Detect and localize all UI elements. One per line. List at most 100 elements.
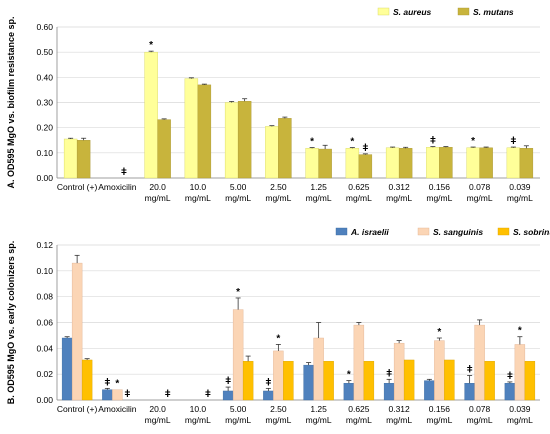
x-tick-label: 10.0 bbox=[190, 182, 207, 192]
y-tick-label: 0.12 bbox=[36, 240, 53, 250]
x-tick-label: Amoxicilin bbox=[98, 404, 137, 414]
x-tick-label: 2.50 bbox=[270, 182, 287, 192]
y-tick-label: 0.06 bbox=[36, 318, 53, 328]
bar bbox=[224, 102, 239, 179]
bar bbox=[514, 344, 526, 401]
significance-marker: * bbox=[471, 136, 475, 147]
bar bbox=[232, 309, 244, 401]
bar bbox=[385, 147, 400, 179]
significance-marker: * bbox=[518, 326, 522, 337]
bar bbox=[484, 361, 495, 401]
bar bbox=[242, 361, 254, 401]
legend-label: S. aureus bbox=[393, 7, 432, 17]
bar bbox=[63, 138, 78, 179]
significance-marker: * bbox=[236, 287, 240, 298]
y-tick-label: 0.10 bbox=[36, 148, 53, 158]
x-tick-label: mg/mL bbox=[185, 193, 211, 203]
bar bbox=[305, 148, 319, 179]
y-tick-label: 0.60 bbox=[36, 22, 53, 32]
bar bbox=[263, 390, 274, 401]
x-tick-label: mg/mL bbox=[145, 415, 171, 425]
legend-label: S. mutans bbox=[473, 7, 514, 17]
bar bbox=[112, 389, 123, 401]
significance-marker: ǂ bbox=[510, 136, 516, 147]
bar bbox=[426, 147, 440, 179]
x-tick-label: 0.156 bbox=[429, 182, 451, 192]
x-tick-label: mg/mL bbox=[467, 193, 493, 203]
x-tick-label: 0.312 bbox=[388, 182, 410, 192]
x-tick-label: mg/mL bbox=[265, 415, 291, 425]
significance-marker: * bbox=[310, 137, 314, 148]
bar bbox=[76, 140, 91, 179]
significance-marker: ǂ bbox=[104, 377, 110, 388]
bar bbox=[353, 324, 365, 401]
x-tick-label: 0.078 bbox=[469, 404, 491, 414]
bar bbox=[157, 119, 171, 179]
x-tick-label: 0.625 bbox=[348, 404, 370, 414]
significance-marker: ǂ bbox=[121, 167, 127, 178]
bar bbox=[323, 361, 334, 401]
bar bbox=[464, 383, 475, 401]
bar bbox=[197, 84, 212, 179]
x-tick-label: mg/mL bbox=[386, 193, 412, 203]
legend-label: S. sobrinus bbox=[513, 227, 550, 237]
bar bbox=[313, 337, 324, 401]
x-tick-label: mg/mL bbox=[346, 193, 372, 203]
x-tick-label: mg/mL bbox=[265, 193, 291, 203]
bar bbox=[398, 148, 413, 179]
bar bbox=[439, 147, 453, 179]
x-tick-label: mg/mL bbox=[225, 415, 251, 425]
y-tick-label: 0.00 bbox=[36, 395, 53, 405]
bar bbox=[278, 118, 292, 179]
bar bbox=[144, 51, 158, 179]
legend-swatch bbox=[497, 227, 510, 236]
significance-marker: ǂ bbox=[124, 389, 130, 400]
x-tick-label: 5.00 bbox=[230, 404, 247, 414]
y-tick-label: 0.50 bbox=[36, 47, 53, 57]
significance-marker: ǂ bbox=[430, 136, 436, 147]
bar bbox=[383, 383, 395, 401]
legend-label: S. sanguinis bbox=[433, 227, 483, 237]
significance-marker: ǂ bbox=[265, 377, 271, 388]
bar bbox=[237, 101, 252, 179]
y-axis-title: B. OD595 MgO vs. early colonizers sp. bbox=[6, 241, 16, 405]
legend-swatch bbox=[335, 227, 348, 236]
significance-marker: ǂ bbox=[507, 371, 513, 382]
bar bbox=[444, 359, 455, 401]
x-tick-label: mg/mL bbox=[386, 415, 412, 425]
x-tick-label: mg/mL bbox=[426, 193, 452, 203]
bar bbox=[343, 383, 355, 401]
legend-label: A. israelii bbox=[350, 227, 389, 237]
significance-marker: ǂ bbox=[386, 368, 392, 379]
y-tick-label: 0.08 bbox=[36, 292, 53, 302]
bar bbox=[524, 361, 536, 401]
x-tick-label: Control (+) bbox=[57, 182, 98, 192]
x-tick-label: mg/mL bbox=[306, 415, 332, 425]
bar bbox=[506, 147, 521, 179]
significance-marker: ǂ bbox=[362, 143, 368, 154]
x-tick-label: 0.039 bbox=[509, 404, 531, 414]
y-tick-label: 0.20 bbox=[36, 123, 53, 133]
significance-marker: * bbox=[347, 370, 351, 381]
x-tick-label: mg/mL bbox=[346, 415, 372, 425]
bar bbox=[479, 147, 493, 179]
legend-swatch bbox=[457, 7, 470, 16]
x-tick-label: Amoxicilin bbox=[98, 182, 137, 192]
y-tick-label: 0.10 bbox=[36, 266, 53, 276]
bar bbox=[345, 148, 360, 179]
bar bbox=[61, 337, 73, 401]
bar bbox=[102, 389, 113, 401]
significance-marker: * bbox=[350, 137, 354, 148]
x-tick-label: mg/mL bbox=[185, 415, 211, 425]
x-tick-label: 0.078 bbox=[469, 182, 491, 192]
x-tick-label: Control (+) bbox=[57, 404, 98, 414]
y-axis-title: A. OD595 MgO vs. biofilm resistance sp. bbox=[6, 16, 16, 188]
bar bbox=[265, 126, 279, 179]
x-tick-label: 5.00 bbox=[230, 182, 247, 192]
x-tick-label: mg/mL bbox=[225, 193, 251, 203]
bar bbox=[466, 147, 480, 179]
y-tick-label: 0.40 bbox=[36, 72, 53, 82]
bar bbox=[273, 350, 284, 401]
bar bbox=[303, 364, 314, 401]
bar bbox=[393, 342, 405, 401]
